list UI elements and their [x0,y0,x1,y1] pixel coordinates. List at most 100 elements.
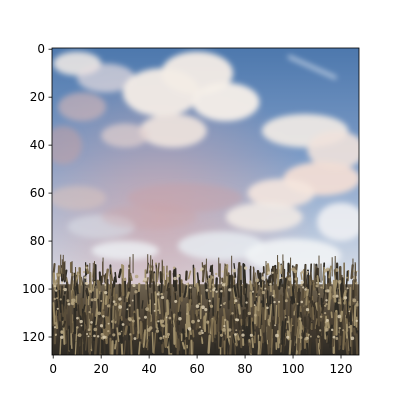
grass-stalk [248,342,253,355]
grass-seed [126,308,129,311]
grass-seed [269,282,272,286]
grass-seed [220,333,224,337]
grass-seed [199,326,202,329]
grass-stalk [266,278,270,287]
grass-seed [275,333,279,338]
grass-seed [332,294,336,298]
grass-stalk [170,311,174,327]
grass-seed [129,333,132,336]
grass-stalk [257,296,261,312]
grass-seed [278,300,281,303]
grass-stalk [154,311,157,322]
grass-seed [112,333,116,337]
grass-stalk [271,296,275,317]
grass-stalk [82,304,86,312]
grass-stalk [355,333,359,355]
grass-stalk [342,330,346,351]
grass-stalk [196,272,200,289]
grass-seed [160,319,165,324]
grass-seed [166,272,169,275]
grass-stalk [80,297,84,310]
grass-stalk [74,341,77,355]
grass-stalk [339,278,343,298]
grass-seed [342,329,345,332]
grass-stalk [327,286,332,311]
grass-seed [142,280,145,283]
grass-stalk [146,281,150,305]
grass-seed [247,311,251,316]
grass-stalk [185,306,189,331]
grass-stalk [141,334,144,344]
grass-seed [220,289,223,293]
grass-stalk [344,342,349,355]
cloud [245,238,342,273]
grass-stalk [167,337,170,347]
grass-seed [172,266,176,270]
grass-stalk [106,285,111,305]
grass-stalk [52,263,56,274]
grass-seed [197,319,200,323]
grass-seed [62,288,65,291]
grass-seed [286,335,290,339]
grass-stalk [213,312,217,321]
grass-seed [118,332,122,336]
grass-seed [156,292,160,296]
grass-stalk [124,325,128,336]
grass-stalk [312,301,317,316]
grass-stalk [70,290,74,300]
grass-seed [154,303,156,306]
cloud [91,241,159,261]
grass-stalk [62,320,67,328]
y-tick-label: 40 [30,138,45,152]
grass-seed [284,316,287,319]
grass-seed [273,300,276,304]
grass-stalk [232,334,236,344]
grass-seed [286,320,289,324]
grass-seed [325,303,328,306]
grass-seed [346,287,349,290]
grass-stalk [112,276,117,288]
grass-seed [113,302,118,306]
grass-seed [220,281,223,284]
grass-stalk [70,333,73,349]
grass-seed [298,317,302,321]
grass-stalk [338,339,341,350]
grass-seed [145,307,149,311]
grass-stalk [66,299,69,315]
grass-stalk [229,331,233,355]
grass-seed [253,304,256,307]
grass-seed [300,280,304,284]
grass-stalk [276,269,280,287]
grass-stalk [195,319,199,330]
grass-seed [97,311,101,316]
grass-seed [157,320,160,323]
grass-stalk [298,342,302,355]
cloud [307,130,359,170]
grass-stalk [315,267,319,278]
sky-grass-image [52,48,359,355]
grass-stalk [232,296,236,321]
grass-seed [66,299,70,303]
grass-seed [306,270,309,273]
grass-stalk [264,341,268,355]
x-tick-label: 80 [237,362,252,376]
grass-stalk [156,293,159,316]
grass-seed [325,299,328,302]
x-tick-label: 100 [282,362,305,376]
grass-stalk [310,271,313,286]
grass-seed [100,299,103,302]
grass-seed [209,304,214,308]
grass-stalk [136,289,140,314]
grass-stalk [53,321,57,345]
grass-seed [145,283,148,285]
grass-seed [134,274,139,279]
grass-stalk [261,307,265,333]
grass-seed [53,326,57,329]
grass-stalk [142,329,146,348]
grass-seed [266,306,269,310]
grass-seed [60,330,64,334]
grass-seed [287,277,292,281]
grass-seed [138,317,141,320]
grass-seed [355,319,358,323]
grass-seed [296,302,299,305]
